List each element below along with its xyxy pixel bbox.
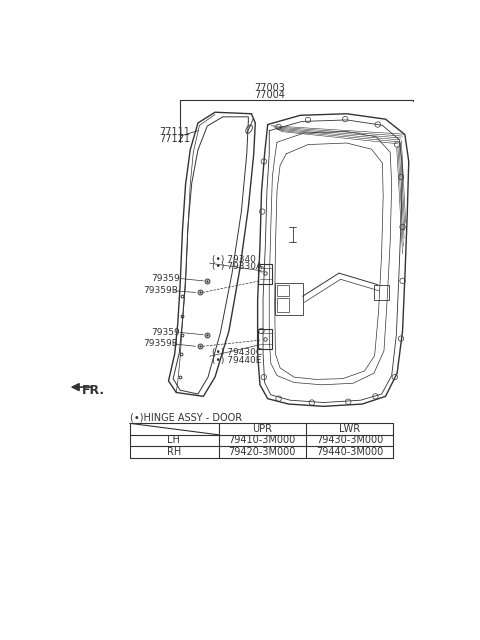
- Text: RH: RH: [167, 447, 181, 457]
- Bar: [276, 283, 302, 316]
- Text: 79359: 79359: [152, 274, 180, 283]
- Text: 79420-3M000: 79420-3M000: [228, 447, 296, 457]
- Text: 79359B: 79359B: [144, 339, 179, 349]
- Text: LWR: LWR: [339, 424, 360, 434]
- Text: 79430-3M000: 79430-3M000: [316, 435, 384, 445]
- Text: FR.: FR.: [82, 385, 105, 397]
- Text: (•) 79430C: (•) 79430C: [212, 348, 262, 357]
- Bar: [258, 264, 272, 284]
- Text: (•) 79340: (•) 79340: [212, 255, 256, 264]
- Text: 77111: 77111: [159, 127, 190, 137]
- Text: LH: LH: [168, 435, 180, 445]
- Text: 77004: 77004: [254, 90, 285, 99]
- Bar: [277, 285, 288, 296]
- Text: 77003: 77003: [254, 83, 285, 93]
- Text: (•) 79440E: (•) 79440E: [212, 356, 261, 365]
- Text: 79410-3M000: 79410-3M000: [228, 435, 296, 445]
- Text: 77121: 77121: [159, 134, 190, 144]
- Bar: [374, 285, 389, 300]
- Text: 79440-3M000: 79440-3M000: [316, 447, 384, 457]
- Bar: [258, 330, 272, 349]
- Text: UPR: UPR: [252, 424, 272, 434]
- Text: 79359B: 79359B: [144, 286, 179, 295]
- Text: (•) 79330A: (•) 79330A: [212, 262, 262, 271]
- Text: (•)HINGE ASSY - DOOR: (•)HINGE ASSY - DOOR: [130, 412, 242, 422]
- Bar: [277, 298, 288, 312]
- Text: 79359: 79359: [152, 328, 180, 337]
